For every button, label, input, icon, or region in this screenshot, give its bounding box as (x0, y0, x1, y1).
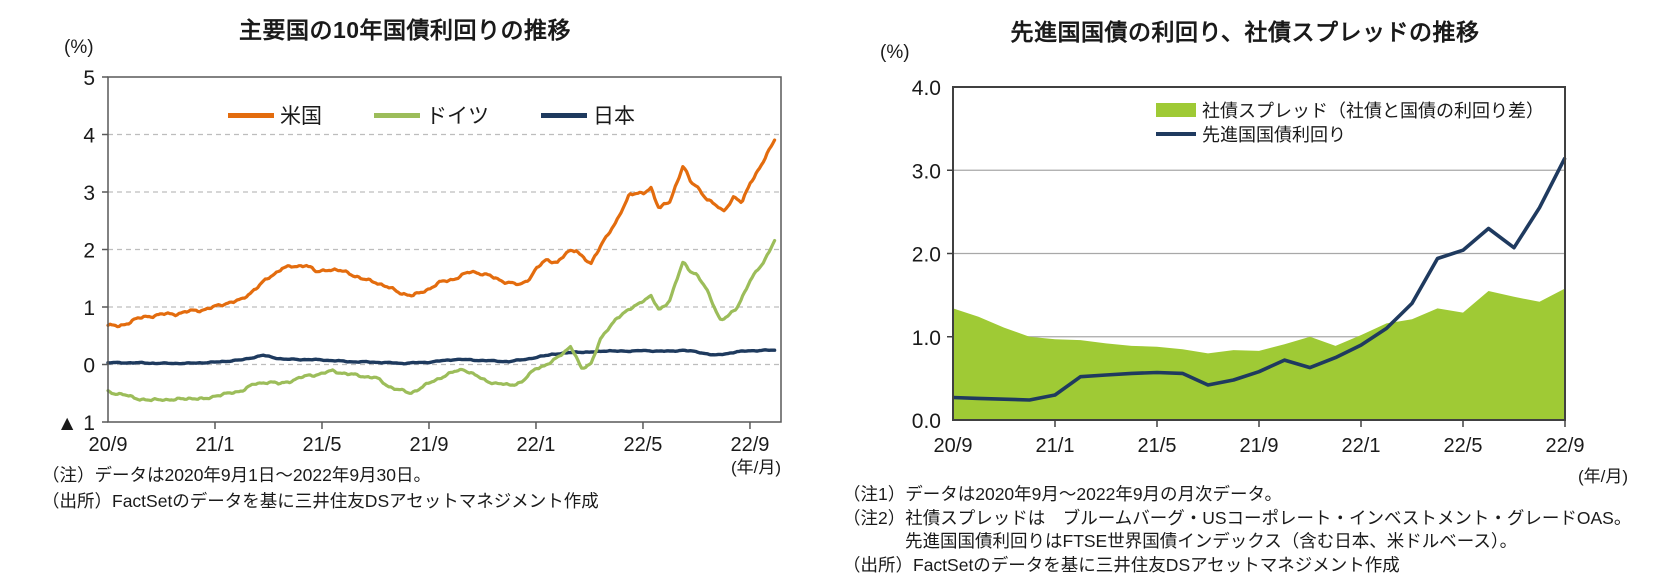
right-y-tick-label: 3.0 (912, 160, 941, 183)
left-y-tick-label: 4 (83, 125, 95, 148)
right-y-tick-label: 1.0 (912, 327, 941, 350)
left-x-tick-label: 21/9 (410, 434, 449, 456)
legend-label-germany: ドイツ (426, 105, 489, 128)
left-x-tick-label: 21/5 (303, 434, 342, 456)
left-y-tick-label: 5 (83, 67, 95, 90)
legend-label-dm-yield: 先進国国債利回り (1202, 125, 1346, 145)
right-y-tick-label: 4.0 (912, 77, 941, 100)
dm-yield-line-swatch (1156, 132, 1196, 136)
japan-yield-line (106, 348, 777, 366)
right-x-tick-label: 22/9 (1546, 435, 1585, 457)
us-yield-line (106, 138, 777, 329)
left-y-tick-label: 2 (83, 240, 95, 263)
germany-yield-line (106, 239, 777, 403)
right-x-axis-unit: (年/月) (1578, 467, 1629, 486)
left-chart-notes: （注）データは2020年9月1日～2022年9月30日。 （出所）FactSet… (42, 462, 599, 514)
left-note-source: （出所）FactSetのデータを基に三井住友DSアセットマネジメント作成 (42, 491, 599, 511)
left-y-tick-label: ▲ 1 (57, 412, 95, 435)
right-x-tick-label: 21/1 (1036, 435, 1075, 457)
left-x-tick-label: 22/5 (624, 434, 663, 456)
left-y-tick-label: 0 (83, 355, 95, 378)
legend-label-japan: 日本 (593, 105, 635, 128)
right-x-tick-label: 21/9 (1240, 435, 1279, 457)
legend-label-credit-spread: 社債スプレッド（社債と国債の利回り差） (1202, 101, 1544, 121)
left-y-axis-unit: (%) (64, 37, 94, 58)
legend-item-us: 米国 (228, 100, 322, 130)
legend-item-dm-yield: 先進国国債利回り (1156, 122, 1544, 146)
right-x-tick-label: 20/9 (934, 435, 973, 457)
right-x-tick-label: 22/1 (1342, 435, 1381, 457)
japan-line-swatch (541, 112, 587, 118)
left-y-tick-label: 3 (83, 182, 95, 205)
right-y-tick-label: 2.0 (912, 244, 941, 267)
right-y-axis-unit: (%) (880, 42, 910, 63)
right-y-tick-label: 0.0 (912, 410, 941, 433)
legend-item-germany: ドイツ (374, 100, 489, 130)
right-chart-notes: （注1）データは2020年9月～2022年9月の月次データ。 （注2）社債スプレ… (843, 483, 1631, 577)
right-note-data-range: （注1）データは2020年9月～2022年9月の月次データ。 (843, 484, 1283, 504)
left-x-tick-label: 22/1 (517, 434, 556, 456)
legend-item-japan: 日本 (541, 100, 635, 130)
left-chart-legend: 米国 ドイツ 日本 (228, 100, 635, 130)
right-chart-legend: 社債スプレッド（社債と国債の利回り差） 先進国国債利回り (1156, 98, 1544, 146)
legend-label-us: 米国 (280, 105, 322, 128)
left-x-axis-unit: (年/月) (731, 458, 782, 477)
left-chart-title: 主要国の10年国債利回りの推移 (238, 17, 572, 43)
right-chart-title: 先進国国債の利回り、社債スプレッドの推移 (1010, 19, 1480, 45)
right-note-spread-definition: （注2）社債スプレッドは ブルームバーグ・USコーポレート・インベストメント・グ… (843, 507, 1632, 528)
credit-spread-area (953, 288, 1565, 420)
right-note-source: （出所）FactSetのデータを基に三井住友DSアセットマネジメント作成 (843, 554, 1400, 575)
left-note-data-range: （注）データは2020年9月1日～2022年9月30日。 (42, 465, 432, 485)
credit-spread-area-swatch (1156, 103, 1196, 117)
right-x-tick-label: 21/5 (1138, 435, 1177, 457)
left-x-tick-label: 20/9 (89, 434, 128, 456)
right-x-tick-label: 22/5 (1444, 435, 1483, 457)
legend-item-credit-spread: 社債スプレッド（社債と国債の利回り差） (1156, 98, 1544, 122)
germany-line-swatch (374, 112, 420, 118)
right-note-yield-definition: 先進国国債利回りはFTSE世界国債インデックス（含む日本、米ドルベース）。 (905, 531, 1518, 551)
left-x-tick-label: 21/1 (196, 434, 235, 456)
left-y-tick-label: 1 (83, 297, 95, 320)
left-x-tick-label: 22/9 (731, 434, 770, 456)
dm-govt-yield-line (952, 156, 1567, 402)
us-line-swatch (228, 112, 274, 118)
